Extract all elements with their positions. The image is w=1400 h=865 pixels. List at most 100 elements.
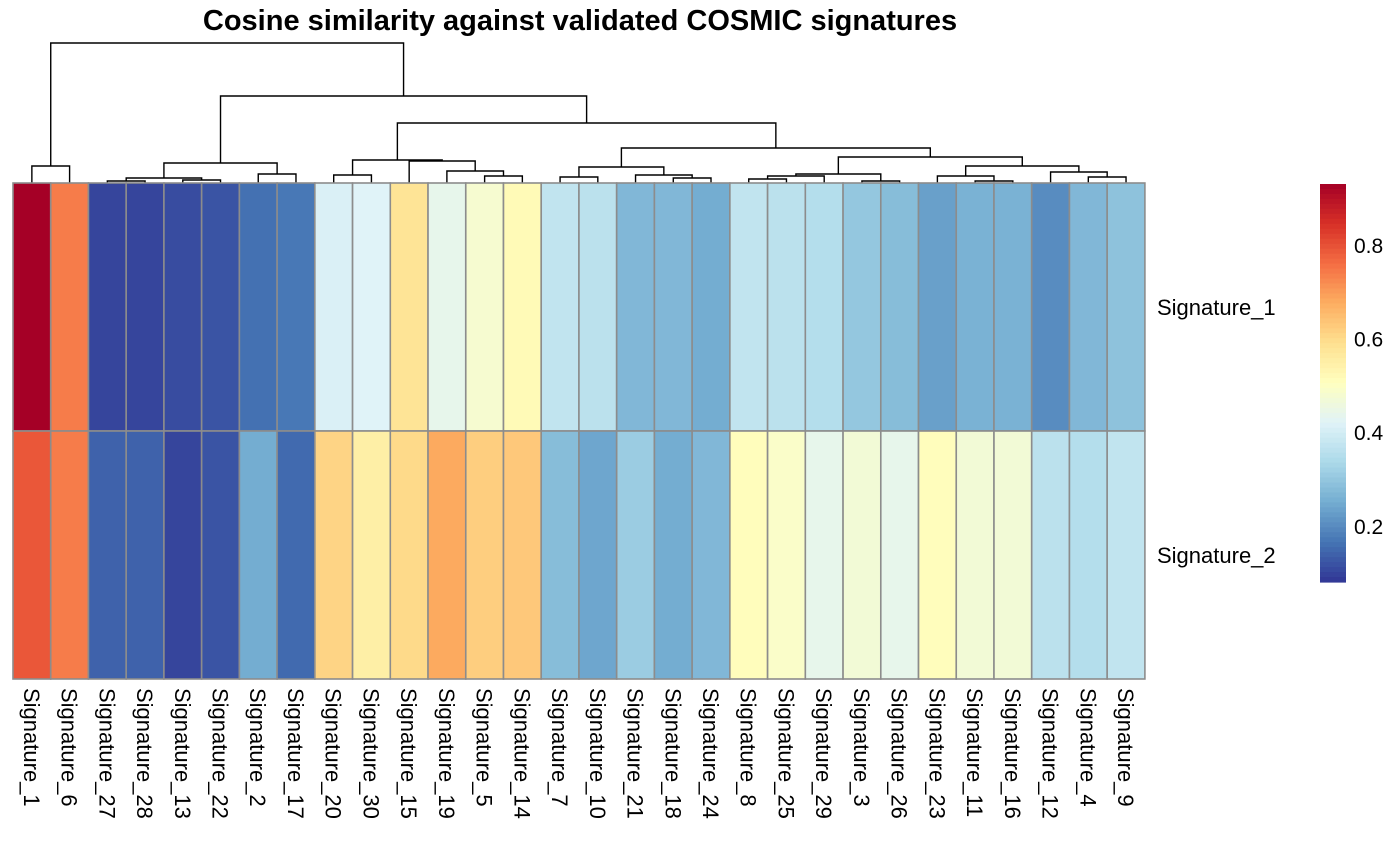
- row-labels: Signature_1 Signature_2: [1157, 295, 1276, 568]
- dendrogram-branch: [257, 173, 297, 183]
- color-legend: 0.2 0.4 0.6 0.8: [1320, 184, 1384, 583]
- colorbar-tick-label: 0.8: [1354, 235, 1383, 258]
- heatmap-cell: [1030, 182, 1071, 432]
- heatmap-cell: [917, 182, 958, 432]
- colorbar-segment: [1320, 422, 1346, 429]
- dendrogram-branch: [795, 173, 882, 181]
- column-label: Signature_17: [283, 688, 308, 819]
- heatmap-cell: [314, 430, 354, 680]
- colorbar-segment: [1320, 333, 1346, 339]
- heatmap-cell: [804, 182, 844, 432]
- dendrogram-branch: [446, 170, 505, 183]
- colorbar-segment: [1320, 457, 1346, 464]
- colorbar-segment: [1320, 492, 1346, 499]
- heatmap-cell: [351, 182, 392, 432]
- column-label: Signature_30: [358, 688, 383, 819]
- colorbar-segment: [1320, 397, 1346, 404]
- colorbar-segment: [1320, 472, 1346, 479]
- heatmap-cell: [766, 430, 807, 680]
- dendrogram-branch: [396, 122, 777, 160]
- colorbar-segment: [1320, 507, 1346, 513]
- colorbar-segment: [1320, 557, 1346, 563]
- colorbar-segment: [1320, 323, 1346, 329]
- column-label: Signature_5: [472, 688, 497, 807]
- colorbar-segment: [1320, 318, 1346, 324]
- column-label: Signature_6: [57, 688, 82, 807]
- colorbar-segment: [1320, 432, 1346, 439]
- heatmap-cell: [389, 182, 429, 432]
- heatmap-cell: [87, 430, 127, 680]
- colorbar-segment: [1320, 542, 1346, 548]
- column-label: Signature_14: [509, 688, 534, 819]
- heatmap-cell: [49, 430, 90, 680]
- dendrogram-branch: [964, 165, 1080, 176]
- column-label: Signature_2: [245, 688, 270, 807]
- colorbar-segment: [1320, 447, 1346, 454]
- heatmap-cells: [12, 182, 1146, 680]
- heatmap-cell: [200, 430, 241, 680]
- heatmap-cell: [879, 182, 920, 432]
- colorbar-segment: [1320, 298, 1346, 304]
- colorbar-segment: [1320, 213, 1346, 220]
- colorbar-segment: [1320, 348, 1346, 354]
- colorbar-segment: [1320, 248, 1346, 255]
- colorbar-segment: [1320, 387, 1346, 394]
- colorbar-segment: [1320, 368, 1346, 374]
- heatmap-cell: [276, 182, 316, 432]
- colorbar-segment: [1320, 363, 1346, 369]
- heatmap-cell: [464, 430, 505, 680]
- colorbar-segment: [1320, 572, 1346, 578]
- heatmap-cell: [1068, 430, 1108, 680]
- heatmap-cell: [578, 182, 618, 432]
- heatmap-cell: [427, 430, 467, 680]
- colorbar-segment: [1320, 402, 1346, 409]
- heatmap-cell: [87, 182, 127, 432]
- colorbar-segment: [1320, 517, 1346, 523]
- dendrogram-branch: [333, 174, 373, 183]
- colorbar-segment: [1320, 203, 1346, 210]
- column-dendrogram: [31, 42, 1127, 183]
- colorbar-segment: [1320, 502, 1346, 508]
- colorbar-segment: [1320, 218, 1346, 225]
- colorbar-segment: [1320, 437, 1346, 444]
- colorbar-segment: [1320, 562, 1346, 568]
- heatmap-cell: [955, 182, 995, 432]
- column-label: Signature_25: [773, 688, 798, 819]
- column-label: Signature_10: [585, 688, 610, 819]
- column-label: Signature_26: [887, 688, 912, 819]
- colorbar-segment: [1320, 547, 1346, 553]
- heatmap-cell: [993, 430, 1033, 680]
- colorbar-tick-label: 0.4: [1354, 422, 1384, 445]
- colorbar-segment: [1320, 343, 1346, 349]
- column-label: Signature_18: [660, 688, 685, 819]
- colorbar-segment: [1320, 228, 1346, 235]
- heatmap-cell: [540, 182, 580, 432]
- heatmap-cell: [540, 430, 580, 680]
- heatmap-cell: [615, 430, 656, 680]
- column-label: Signature_23: [924, 688, 949, 819]
- column-label: Signature_20: [321, 688, 346, 819]
- heatmap-cell: [1068, 182, 1108, 432]
- colorbar-segment: [1320, 532, 1346, 538]
- column-label: Signature_3: [849, 688, 874, 807]
- heatmap-cell: [314, 182, 354, 432]
- heatmap-cell: [276, 430, 316, 680]
- column-label: Signature_21: [623, 688, 648, 819]
- heatmap-cell: [993, 182, 1033, 432]
- colorbar-segment: [1320, 313, 1346, 319]
- column-labels: Signature_1 Signature_6 Signature_27 Signat…: [19, 688, 1138, 819]
- heatmap-cell: [125, 182, 165, 432]
- colorbar-segment: [1320, 378, 1346, 384]
- heatmap-cell: [502, 182, 543, 432]
- column-label: Signature_27: [94, 688, 119, 819]
- dendrogram-branch: [408, 160, 476, 183]
- heatmap-cell: [427, 182, 467, 432]
- colorbar-segment: [1320, 303, 1346, 309]
- heatmap-cell: [238, 430, 278, 680]
- heatmap-cell: [163, 182, 203, 432]
- dendrogram-branch: [634, 174, 693, 183]
- colorbar-segment: [1320, 383, 1346, 389]
- heatmap-cell: [917, 430, 958, 680]
- column-label: Signature_9: [1113, 688, 1138, 807]
